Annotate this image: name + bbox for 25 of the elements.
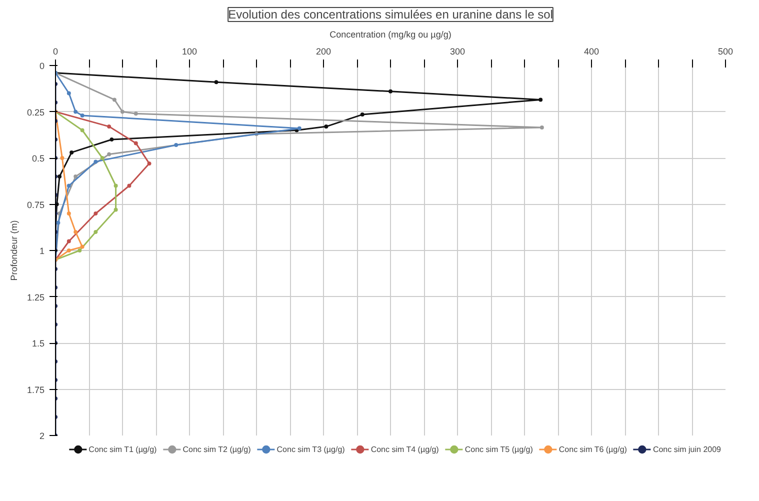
x-tick-label: 100 (182, 46, 198, 56)
legend-label: Conc sim juin 2009 (652, 444, 721, 454)
y-axis-title: Profondeur (m) (8, 220, 19, 281)
x-tick-label: 400 (584, 46, 600, 56)
legend-label: Conc sim T6 (µg/g) (558, 444, 627, 454)
legend-label: Conc sim T1 (µg/g) (88, 444, 157, 454)
legend-label: Conc sim T4 (µg/g) (370, 444, 439, 454)
y-tick-label: 1.25 (26, 292, 45, 302)
y-tick-label: 1 (39, 246, 45, 256)
y-tick-label: 1.75 (26, 384, 45, 395)
x-axis-title: Concentration (mg/kg ou µg/g) (330, 30, 452, 40)
y-tick-label: 0 (39, 61, 45, 71)
chart-title: Evolution des concentrations simulées en uranine dans le sol (228, 8, 553, 22)
y-tick-label: 2 (39, 431, 45, 441)
legend-label: Conc sim T2 (µg/g) (182, 444, 251, 454)
x-tick-label: 0 (52, 46, 58, 56)
y-tick-label: 0.25 (26, 107, 45, 118)
y-tick-label: 0.75 (26, 200, 45, 210)
y-tick-label: 1.5 (32, 338, 45, 348)
legend-label: Conc sim T5 (µg/g) (464, 444, 533, 454)
x-tick-label: 300 (450, 46, 466, 56)
x-tick-label: 500 (718, 46, 734, 56)
y-tick-label: 0.5 (32, 154, 45, 164)
x-tick-label: 200 (316, 46, 332, 56)
legend-label: Conc sim T3 (µg/g) (276, 444, 345, 454)
